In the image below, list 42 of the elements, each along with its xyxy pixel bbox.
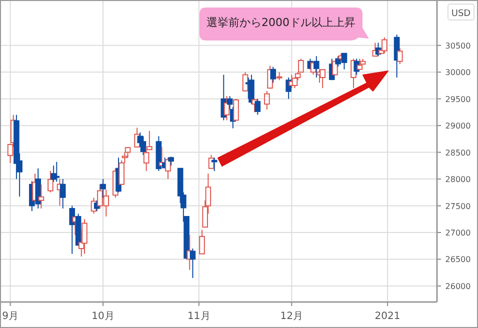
y-axis-title: USD — [451, 9, 471, 19]
y-tick-label: 30000 — [445, 68, 471, 78]
candlestick — [168, 156, 174, 166]
candlestick — [248, 74, 254, 105]
x-tick-label: 12月 — [280, 311, 304, 322]
annotation: 選挙前から2000ドル以上上昇 — [206, 15, 356, 30]
candlestick — [82, 218, 88, 254]
candlestick — [100, 178, 106, 198]
candlestick — [199, 229, 205, 254]
x-tick-label: 10月 — [92, 311, 114, 322]
candlestick — [156, 136, 162, 172]
candlestick — [270, 66, 276, 84]
candlestick — [396, 48, 403, 65]
candlestick — [190, 248, 196, 278]
candlestick — [320, 68, 326, 89]
y-tick-label: 28500 — [445, 148, 471, 158]
y-tick-label: 27000 — [445, 228, 471, 238]
candlestick — [140, 136, 146, 156]
candlestick — [211, 157, 218, 172]
candlestick — [233, 98, 239, 121]
candlestick — [382, 36, 388, 54]
candlestick — [54, 161, 60, 182]
y-tick-label: 29500 — [445, 94, 471, 104]
x-tick-label: 2021 — [374, 311, 400, 322]
candlestick — [48, 170, 54, 193]
y-tick-label: 29000 — [445, 122, 471, 131]
y-tick-label: 26000 — [445, 282, 471, 291]
candlestick — [264, 90, 270, 110]
candlestick — [60, 178, 66, 209]
candlestick — [224, 96, 230, 121]
candlestick — [254, 98, 261, 116]
candlestick — [356, 58, 363, 70]
candlestick — [276, 72, 282, 81]
y-tick-label: 27500 — [445, 202, 471, 211]
candlestick — [50, 165, 56, 182]
candlestick — [242, 72, 248, 92]
x-tick-label: 9月 — [2, 311, 18, 322]
y-tick-label: 28000 — [445, 175, 471, 184]
candlestick — [38, 184, 44, 209]
x-tick-label: 11月 — [188, 311, 210, 322]
y-tick-label: 26500 — [445, 255, 471, 264]
y-tick-label: 30500 — [445, 41, 471, 50]
